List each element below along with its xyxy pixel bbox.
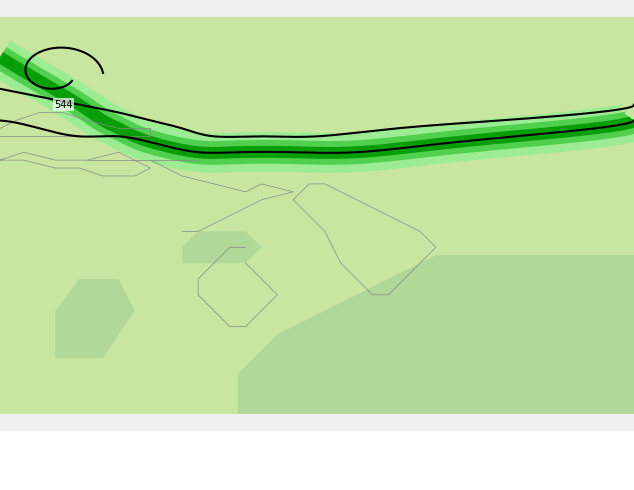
Polygon shape <box>56 279 135 358</box>
Text: Th 27-06-2024 00:00 UTC (06+90): Th 27-06-2024 00:00 UTC (06+90) <box>412 446 634 459</box>
Polygon shape <box>0 52 634 159</box>
Text: 80: 80 <box>41 469 56 482</box>
Text: 160: 160 <box>181 469 203 482</box>
Text: 60: 60 <box>6 469 22 482</box>
Polygon shape <box>183 231 262 263</box>
Polygon shape <box>238 255 634 414</box>
Text: ©weatheronline.co.uk: ©weatheronline.co.uk <box>539 470 634 480</box>
Text: 100: 100 <box>76 469 98 482</box>
Text: Jet stream/Height 300 hPa [kts] ECMWF: Jet stream/Height 300 hPa [kts] ECMWF <box>6 446 284 459</box>
Text: 544: 544 <box>54 99 73 110</box>
Text: 140: 140 <box>146 469 168 482</box>
Text: 120: 120 <box>111 469 133 482</box>
Polygon shape <box>0 18 634 414</box>
Polygon shape <box>0 40 634 173</box>
Text: 180: 180 <box>216 469 238 482</box>
Polygon shape <box>0 47 634 165</box>
